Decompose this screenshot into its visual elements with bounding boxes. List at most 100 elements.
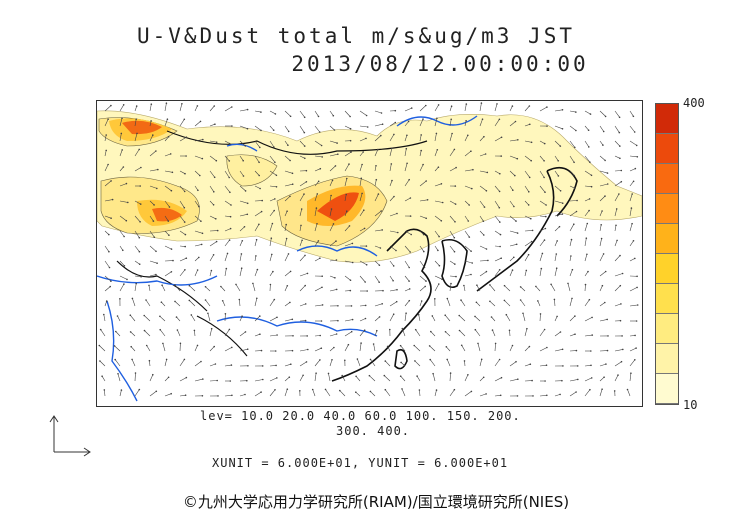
wind-arrow [161,285,166,292]
wind-arrow-head [365,114,368,117]
coastline-taiwan [394,348,408,370]
wind-arrow-head [185,376,188,379]
wind-arrow-head [139,203,142,205]
wind-arrow-head [303,116,306,119]
wind-arrow [479,136,485,142]
wind-arrow [524,254,529,262]
wind-arrow-head [438,283,440,285]
wind-arrow [374,193,379,202]
wind-arrow-head [468,236,471,238]
wind-arrow-head [635,144,638,147]
wind-arrow-head [607,335,609,337]
wind-arrow-head [545,364,548,367]
wind-arrow-head [546,125,548,127]
wind-arrow-head [224,313,227,315]
wind-arrow-head [420,134,423,136]
wind-arrow [194,230,203,234]
wind-arrow [554,109,563,112]
wind-arrow [179,136,187,142]
wind-arrow-head [244,145,247,147]
wind-arrow [344,194,347,202]
wind-arrow-head [311,388,314,391]
wind-arrow [479,245,487,250]
wind-arrow [209,254,214,262]
wind-arrow-head [231,394,233,397]
wind-arrow [344,319,353,322]
wind-arrow-head [252,282,254,285]
wind-arrow-head [576,199,578,202]
wind-arrow [328,373,331,382]
wind-arrow-head [406,134,408,137]
border-line [116,130,428,357]
wind-arrow-head [152,220,155,222]
wind-arrow-head [197,189,199,192]
wind-arrow-head [330,208,333,210]
wind-arrow-head [152,373,154,376]
wind-arrow-head [496,103,498,105]
wind-arrow-head [155,390,158,393]
wind-arrow [99,345,106,352]
wind-arrow-head [620,180,623,183]
wind-arrow-head [381,229,384,231]
wind-arrow [569,391,577,397]
wind-arrow-head [291,349,294,352]
wind-arrow-head [559,190,562,192]
wind-arrow-head [155,273,157,276]
wind-arrow-head [632,180,635,183]
wind-arrow [269,377,277,382]
wind-arrow-head [123,265,126,267]
wind-arrow-head [446,297,449,300]
wind-arrow-head [561,202,564,204]
wind-arrow-head [321,286,323,289]
colorbar-swatch [656,314,678,344]
wind-arrow [494,200,500,208]
wind-arrow [149,120,152,127]
wind-arrow [419,286,426,292]
wind-arrow-head [500,257,503,259]
wind-arrow-head [246,127,249,130]
wind-arrow-head [382,289,384,292]
wind-arrow [389,180,393,187]
wind-arrow [404,148,407,157]
wind-arrow-head [131,358,133,361]
wind-arrow-head [262,378,264,381]
wind-arrow [374,135,382,142]
wind-arrow-head [316,223,318,225]
wind-arrow [209,346,215,352]
wind-arrow [149,134,154,142]
wind-arrow [359,138,367,142]
wind-arrow-head [317,240,320,242]
wind-arrow [389,134,395,142]
contour-levels-line1: lev= 10.0 20.0 40.0 60.0 100. 150. 200. [200,409,521,423]
wind-arrow-head [260,111,262,113]
wind-arrow-head [498,118,501,121]
wind-arrow [373,343,376,352]
wind-arrow [224,200,232,206]
wind-arrow-head [483,135,485,138]
wind-arrow-head [174,284,176,286]
wind-arrow-head [400,361,402,364]
wind-arrow [194,378,203,382]
wind-arrow [506,314,511,322]
wind-arrow [476,285,481,292]
wind-arrow-head [527,253,530,256]
wind-arrow [509,121,516,127]
wind-arrow [194,139,203,142]
wind-arrow [464,245,472,252]
wind-arrow [584,377,592,382]
wind-arrow [161,301,166,307]
wind-arrow [224,253,228,262]
wind-arrow-head [377,193,380,195]
wind-arrow-head [393,133,395,136]
wind-arrow-head [573,174,576,177]
dust-plume-layer [97,110,642,263]
wind-arrow [415,329,421,337]
wind-arrow [629,110,634,117]
wind-arrow-head [606,318,608,321]
wind-arrow-head [148,359,151,362]
wind-arrow-head [289,159,291,162]
wind-arrow [209,215,216,220]
wind-arrow [416,375,421,382]
wind-arrow-head [453,250,456,253]
wind-arrow-head [517,378,519,381]
